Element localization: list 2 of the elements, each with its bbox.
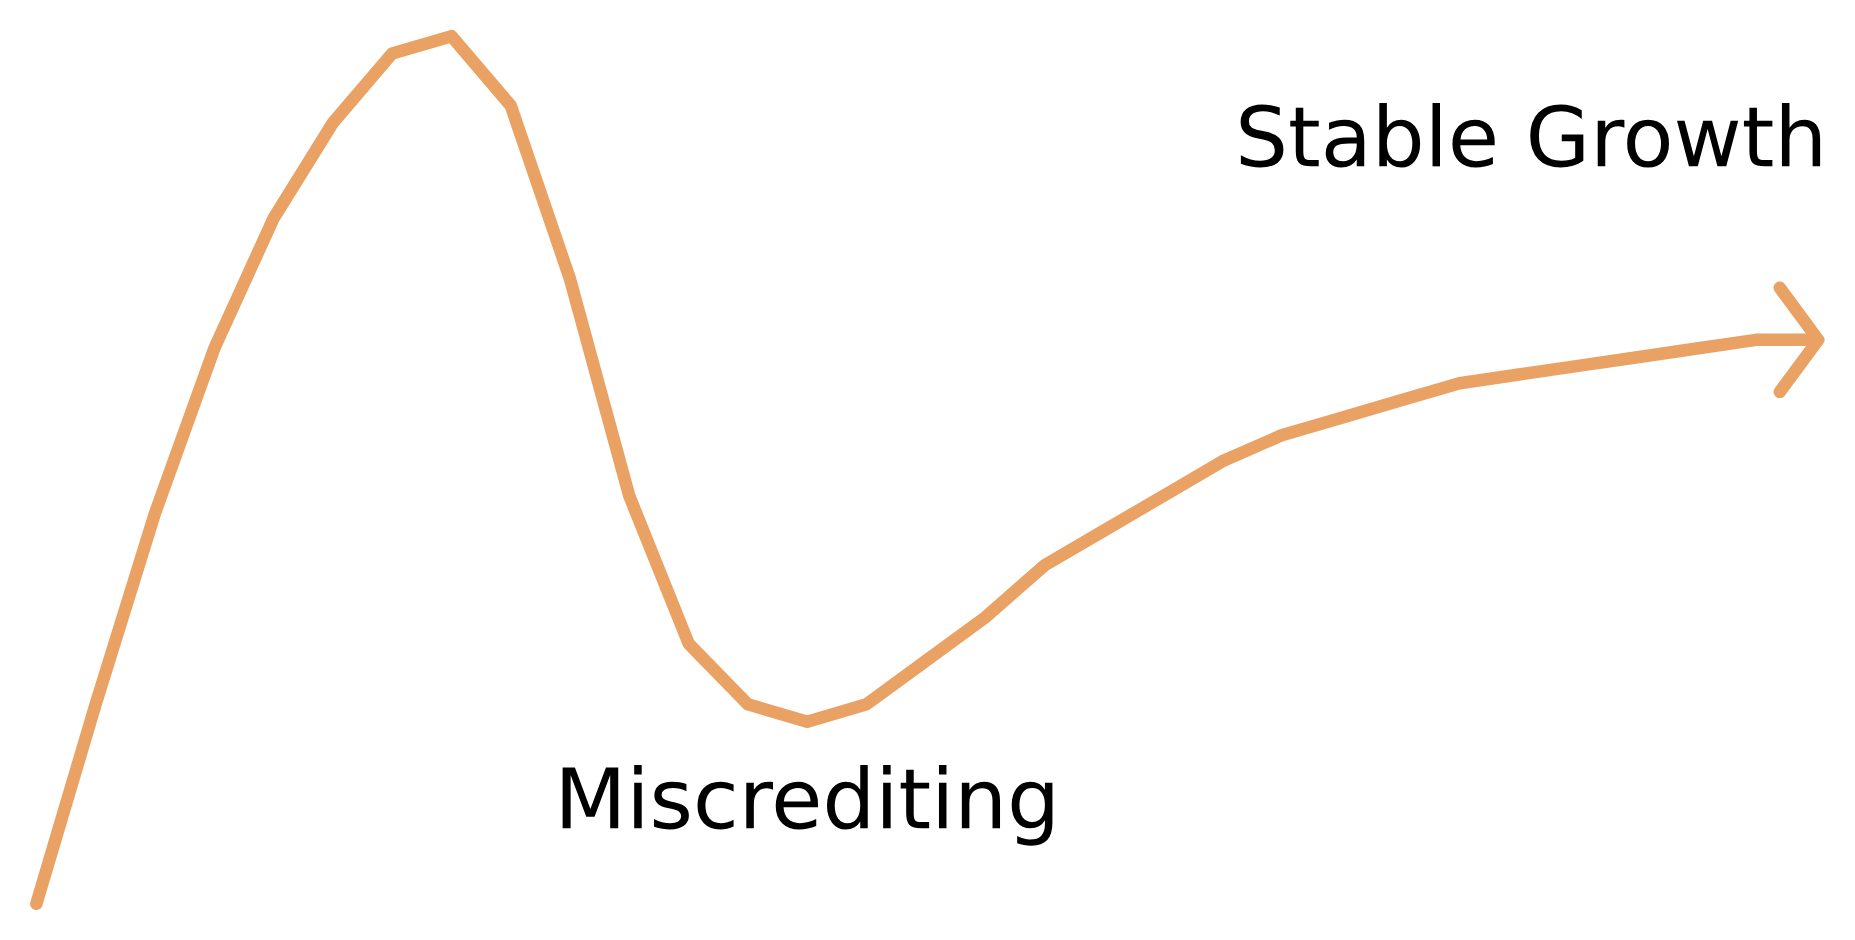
annotation: Miscrediting xyxy=(562,765,1053,846)
annotation: Stable Growth xyxy=(1240,103,1821,168)
